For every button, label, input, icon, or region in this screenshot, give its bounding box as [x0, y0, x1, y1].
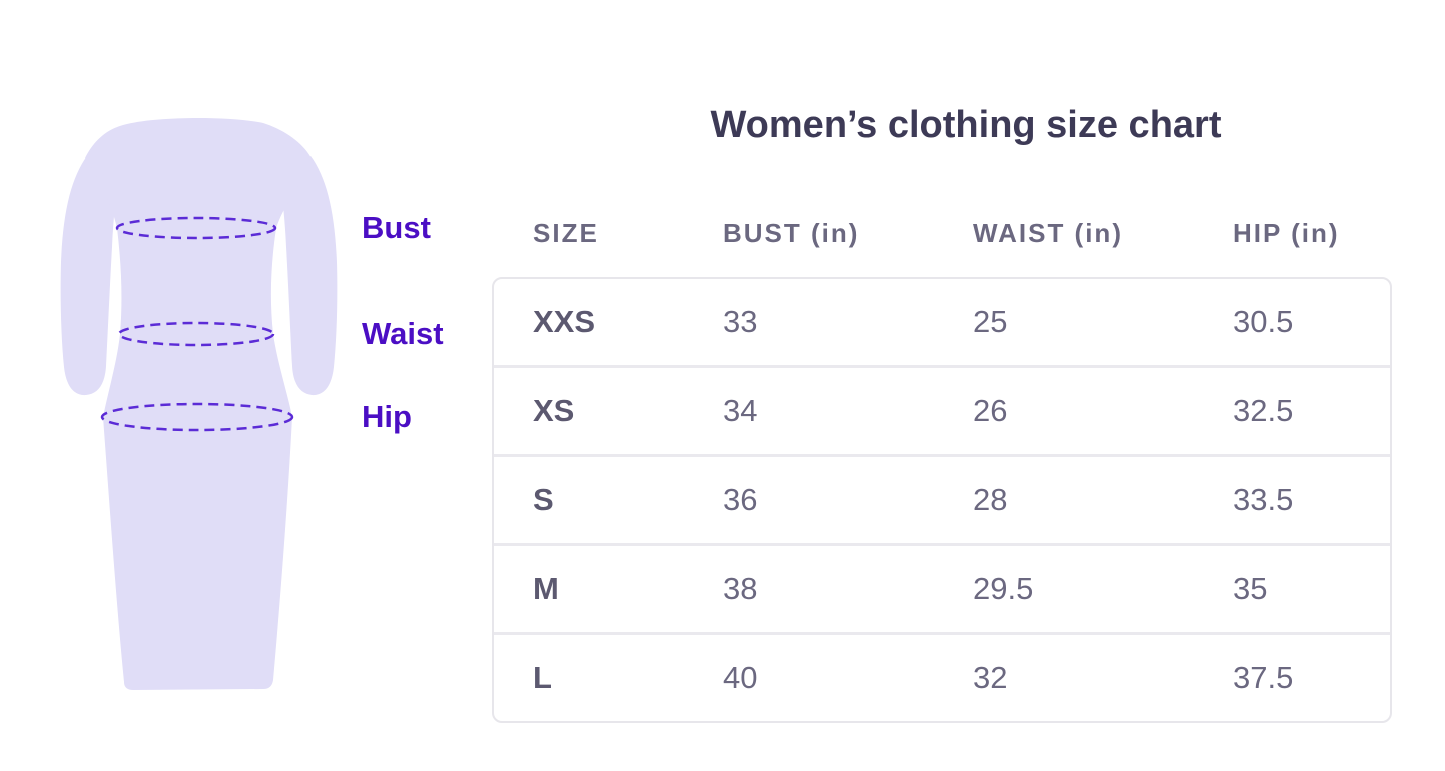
- page-title: Women’s clothing size chart: [710, 104, 1222, 146]
- table-row-m: M 38 29.5 35: [494, 543, 1390, 632]
- header-size: SIZE: [533, 217, 599, 248]
- cell-waist: 29.5: [973, 571, 1034, 606]
- cell-size: XS: [533, 393, 575, 428]
- waist-label: Waist: [362, 316, 444, 351]
- cell-waist: 28: [973, 482, 1008, 517]
- bust-label: Bust: [362, 210, 431, 245]
- waist-measure-line: [117, 321, 275, 347]
- header-waist: WAIST (in): [973, 217, 1123, 248]
- cell-size: S: [533, 482, 554, 517]
- table-row-xxs: XXS 33 25 30.5: [494, 279, 1390, 365]
- table-row-s: S 36 28 33.5: [494, 454, 1390, 543]
- cell-bust: 33: [723, 304, 758, 339]
- cell-waist: 32: [973, 660, 1008, 695]
- cell-hip: 30.5: [1233, 304, 1294, 339]
- bust-measure-line: [115, 216, 277, 240]
- hip-measure-line: [100, 402, 294, 432]
- cell-hip: 35: [1233, 571, 1268, 606]
- cell-hip: 32.5: [1233, 393, 1294, 428]
- header-hip: HIP (in): [1233, 217, 1340, 248]
- table-row-xs: XS 34 26 32.5: [494, 365, 1390, 454]
- cell-hip: 33.5: [1233, 482, 1294, 517]
- chart-content: Women’s clothing size chart SIZE BUST (i…: [492, 0, 1392, 771]
- cell-size: XXS: [533, 304, 596, 339]
- cell-size: M: [533, 571, 559, 606]
- table-header-row: SIZE BUST (in) WAIST (in) HIP (in): [492, 209, 1392, 257]
- cell-size: L: [533, 660, 552, 695]
- hip-label: Hip: [362, 399, 412, 434]
- cell-bust: 36: [723, 482, 758, 517]
- cell-waist: 26: [973, 393, 1008, 428]
- dress-right-sleeve: [279, 156, 338, 396]
- cell-bust: 38: [723, 571, 758, 606]
- cell-bust: 34: [723, 393, 758, 428]
- header-bust: BUST (in): [723, 217, 860, 248]
- dress-left-sleeve: [60, 156, 119, 396]
- table-row-l: L 40 32 37.5: [494, 632, 1390, 721]
- dress-figure: [60, 117, 338, 690]
- cell-waist: 25: [973, 304, 1008, 339]
- cell-hip: 37.5: [1233, 660, 1294, 695]
- size-table: XXS 33 25 30.5 XS 34 26 32.5 S 36 28 33.…: [492, 277, 1392, 723]
- cell-bust: 40: [723, 660, 758, 695]
